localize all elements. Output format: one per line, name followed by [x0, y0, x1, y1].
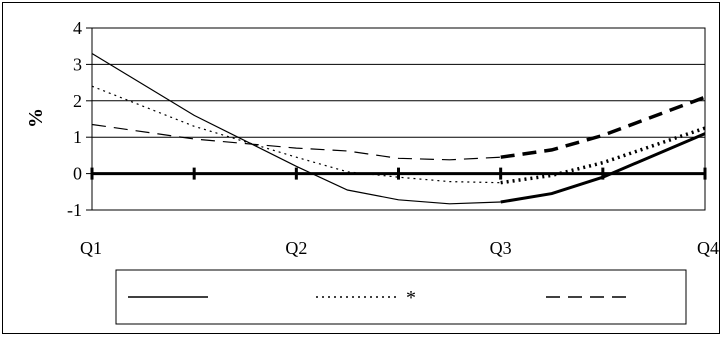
x-tick-label: Q3	[490, 238, 512, 258]
plot-area-border	[91, 27, 706, 211]
series-line-dashed	[91, 123, 501, 161]
x-tick-label: Q1	[80, 238, 102, 258]
y-tick-label: 3	[73, 54, 82, 74]
legend-label: *	[406, 287, 416, 309]
y-tick-label: -1	[67, 200, 82, 220]
y-tick-label: 4	[73, 18, 82, 38]
y-tick-label: 0	[73, 164, 82, 184]
series-lines	[91, 52, 706, 205]
series-line-dashed-bold	[500, 95, 706, 159]
y-tick-label: 2	[73, 91, 82, 111]
y-tick-label: 1	[73, 127, 82, 147]
x-tick-label: Q4	[697, 238, 719, 258]
y-tick-labels: -1 0 1 2 3 4	[67, 18, 82, 220]
series-line-solid-bold	[500, 132, 706, 204]
y-axis-label: %	[25, 108, 47, 128]
gridlines	[92, 27, 705, 211]
axes	[86, 27, 707, 211]
legend: *	[115, 269, 687, 325]
x-tick-label: Q2	[285, 238, 307, 258]
series-line-solid	[91, 52, 501, 205]
series-line-dotted-bold	[500, 126, 706, 185]
x-tick-labels: Q1 Q2 Q3 Q4	[80, 238, 719, 258]
series-line-dotted	[91, 85, 501, 184]
